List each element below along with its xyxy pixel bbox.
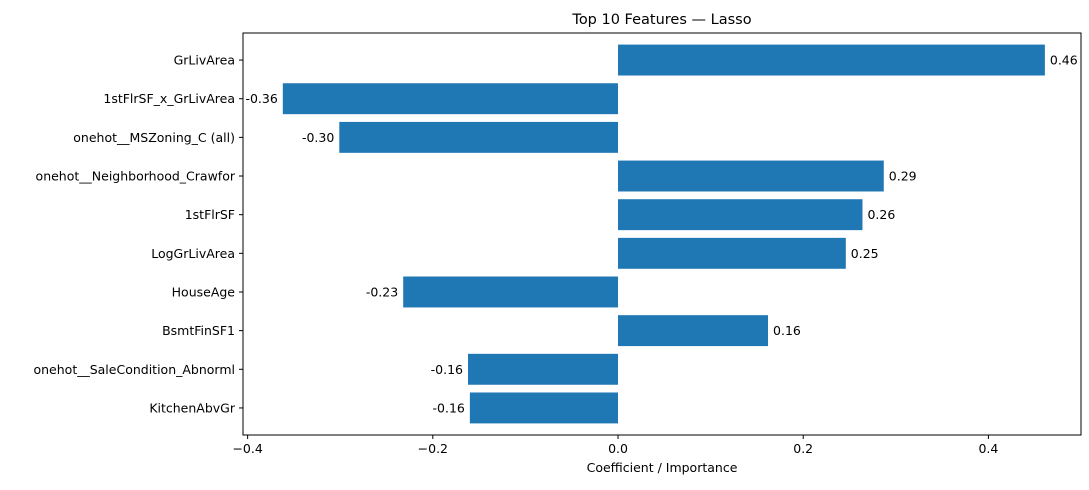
- bar-8: [618, 315, 769, 347]
- value-label: 0.25: [851, 246, 879, 261]
- x-axis-label: Coefficient / Importance: [587, 460, 738, 475]
- y-tick-label: 1stFlrSF: [185, 207, 235, 222]
- value-label: -0.36: [245, 91, 277, 106]
- value-label: -0.16: [433, 400, 465, 415]
- plot-frame: [242, 32, 1082, 436]
- y-tick-label: 1stFlrSF_x_GrLivArea: [103, 91, 235, 106]
- x-tick-label: −0.2: [418, 441, 448, 456]
- value-label: 0.26: [867, 207, 895, 222]
- x-tick-label: 0.4: [978, 441, 998, 456]
- x-tick-label: 0.0: [608, 441, 628, 456]
- value-label: 0.29: [889, 169, 917, 184]
- value-label: 0.46: [1050, 53, 1078, 68]
- y-tick-label: KitchenAbvGr: [149, 400, 236, 415]
- bar-4: [618, 160, 884, 192]
- y-tick-label: LogGrLivArea: [151, 246, 235, 261]
- y-tick-label: HouseAge: [172, 284, 236, 299]
- bar-3: [339, 121, 619, 153]
- chart-title: Top 10 Features — Lasso: [571, 12, 751, 28]
- x-ticks: −0.4 −0.2 0.0 0.2 0.4: [232, 435, 998, 456]
- bar-7: [403, 276, 619, 308]
- x-tick-label: 0.2: [793, 441, 813, 456]
- bar-6: [618, 237, 846, 269]
- x-tick-label: −0.4: [232, 441, 262, 456]
- bar-1: [618, 44, 1045, 76]
- y-tick-label: onehot__Neighborhood_Crawfor: [36, 169, 236, 184]
- bar-5: [618, 199, 863, 231]
- y-tick-label: BsmtFinSF1: [162, 323, 235, 338]
- y-tick-labels: GrLivArea 1stFlrSF_x_GrLivArea onehot__MSZ…: [33, 53, 243, 415]
- y-tick-label: onehot__MSZoning_C (all): [73, 130, 235, 145]
- bar-10: [469, 392, 619, 424]
- bar-2: [282, 83, 619, 115]
- bars-group: [282, 44, 1045, 424]
- value-label: 0.16: [773, 323, 801, 338]
- value-label: -0.30: [302, 130, 334, 145]
- value-labels: 0.46 -0.36 -0.30 0.29 0.26 0.25 -0.23 0.16 -0.16…: [245, 53, 1077, 416]
- value-label: -0.16: [431, 362, 463, 377]
- bar-9: [468, 353, 619, 385]
- y-tick-label: GrLivArea: [174, 53, 235, 68]
- value-label: -0.23: [366, 284, 398, 299]
- y-tick-label: onehot__SaleCondition_Abnorml: [33, 362, 235, 377]
